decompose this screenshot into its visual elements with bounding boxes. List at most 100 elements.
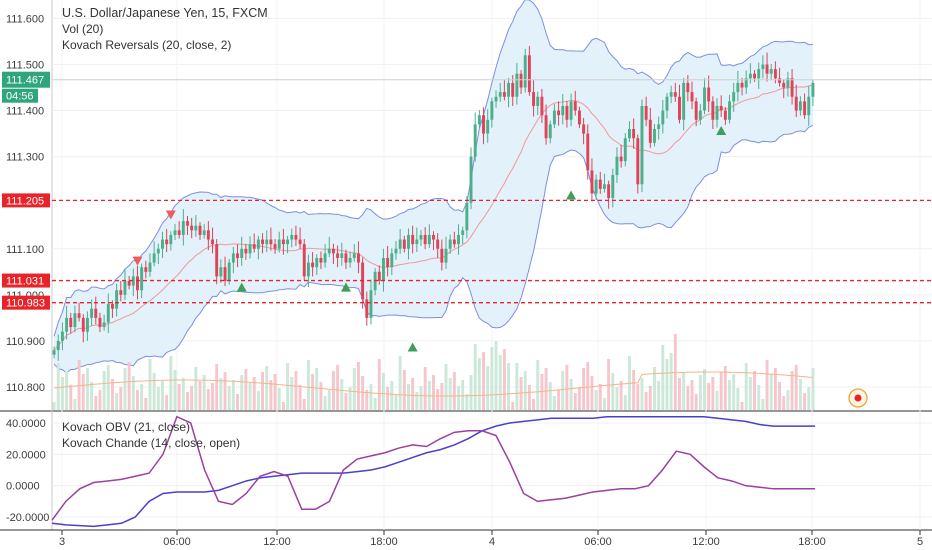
- candle-body: [194, 225, 198, 231]
- candle-body: [386, 257, 390, 268]
- volume-bar: [552, 396, 556, 410]
- volume-bar: [444, 364, 448, 410]
- candle-body: [598, 179, 602, 189]
- volume-bar: [465, 394, 469, 410]
- volume-bar: [619, 381, 623, 410]
- volume-bar: [532, 399, 536, 410]
- volume-bar: [803, 393, 807, 410]
- price-tag: [2, 71, 50, 88]
- reversal-up-marker: [407, 342, 418, 352]
- obv-line: [51, 415, 815, 528]
- volume-bar: [415, 392, 419, 410]
- volume-bar: [690, 380, 694, 410]
- candle-body: [602, 184, 606, 189]
- candle-body: [356, 253, 360, 263]
- candle-body: [281, 239, 285, 245]
- indicator-y-tick-label: 20.0000: [6, 449, 46, 461]
- volume-bar: [544, 368, 548, 410]
- candle-body: [390, 253, 394, 268]
- level-tag-label: 111.205: [6, 195, 44, 207]
- candle-body: [248, 244, 252, 254]
- volume-bar: [177, 384, 181, 410]
- candle-body: [519, 73, 523, 88]
- volume-bar: [140, 384, 144, 410]
- candle-body: [740, 82, 744, 88]
- volume-bar: [136, 390, 139, 410]
- candle-body: [411, 234, 415, 245]
- volume-bar: [623, 395, 627, 410]
- candle-body: [177, 230, 181, 235]
- level-tag-label: 111.031: [6, 276, 44, 288]
- candle-body: [502, 92, 506, 97]
- candle-body: [640, 105, 644, 185]
- candle-body: [794, 96, 798, 111]
- volume-bar: [728, 380, 731, 410]
- candle-body: [244, 248, 248, 254]
- candle-body: [582, 124, 586, 134]
- volume-bar: [423, 367, 427, 410]
- volume-bar: [165, 395, 169, 410]
- volume-bar: [386, 387, 390, 410]
- candle-body: [344, 253, 348, 263]
- volume-bar: [661, 345, 665, 410]
- candle-body: [490, 101, 494, 120]
- level-tag-label: 110.983: [6, 298, 45, 310]
- volume-bar: [56, 363, 60, 410]
- y-tick-label: 111.100: [6, 244, 44, 256]
- volume-bar: [169, 356, 173, 410]
- volume-bar: [69, 385, 73, 410]
- candle-body: [161, 239, 164, 249]
- candle-body: [782, 82, 786, 88]
- candle-body: [619, 156, 623, 162]
- volume-bar: [123, 368, 127, 410]
- candle-body: [265, 239, 269, 245]
- volume-bar: [115, 393, 119, 410]
- candle-body: [315, 257, 319, 268]
- volume-bar: [273, 374, 277, 410]
- volume-bar: [432, 375, 435, 410]
- reversals-legend: Kovach Reversals (20, close, 2): [62, 38, 232, 52]
- candle-body: [352, 253, 356, 258]
- volume-bar: [590, 376, 594, 410]
- candle-body: [569, 101, 573, 120]
- candle-body: [494, 96, 498, 102]
- candle-body: [340, 253, 344, 258]
- candle-body: [136, 276, 139, 291]
- lower-band: [53, 124, 814, 374]
- candle-body: [156, 248, 160, 254]
- volume-bar: [653, 367, 656, 410]
- candle-body: [377, 271, 381, 282]
- candle-body: [98, 317, 102, 328]
- volume-bar: [778, 382, 782, 410]
- volume-bar: [127, 362, 131, 410]
- volume-bar: [694, 394, 698, 410]
- volume-bar: [557, 390, 561, 410]
- candle-body: [252, 244, 256, 249]
- volume-bar: [340, 379, 344, 410]
- volume-bar: [723, 366, 727, 410]
- volume-bar: [223, 372, 227, 410]
- candle-body: [803, 101, 807, 116]
- candle-body: [56, 340, 60, 351]
- volume-bar: [686, 386, 690, 410]
- reversal-up-marker: [236, 282, 247, 292]
- reversal-up-marker: [716, 125, 727, 135]
- candle-body: [719, 105, 723, 111]
- candle-body: [427, 234, 431, 245]
- volume-bar: [678, 378, 681, 410]
- candle-body: [477, 115, 481, 125]
- countdown-tag: [2, 88, 38, 103]
- candle-body: [119, 290, 123, 295]
- volume-bar: [110, 379, 114, 410]
- volume-bar: [85, 368, 89, 410]
- volume-bar: [369, 384, 373, 410]
- x-tick-label: 3: [59, 536, 65, 548]
- volume-bar: [586, 362, 590, 410]
- candle-body: [419, 234, 423, 240]
- candle-body: [402, 239, 406, 249]
- volume-bar: [486, 366, 490, 410]
- volume-bar: [52, 402, 56, 410]
- volume-bar: [536, 360, 540, 410]
- volume-bar: [440, 383, 444, 410]
